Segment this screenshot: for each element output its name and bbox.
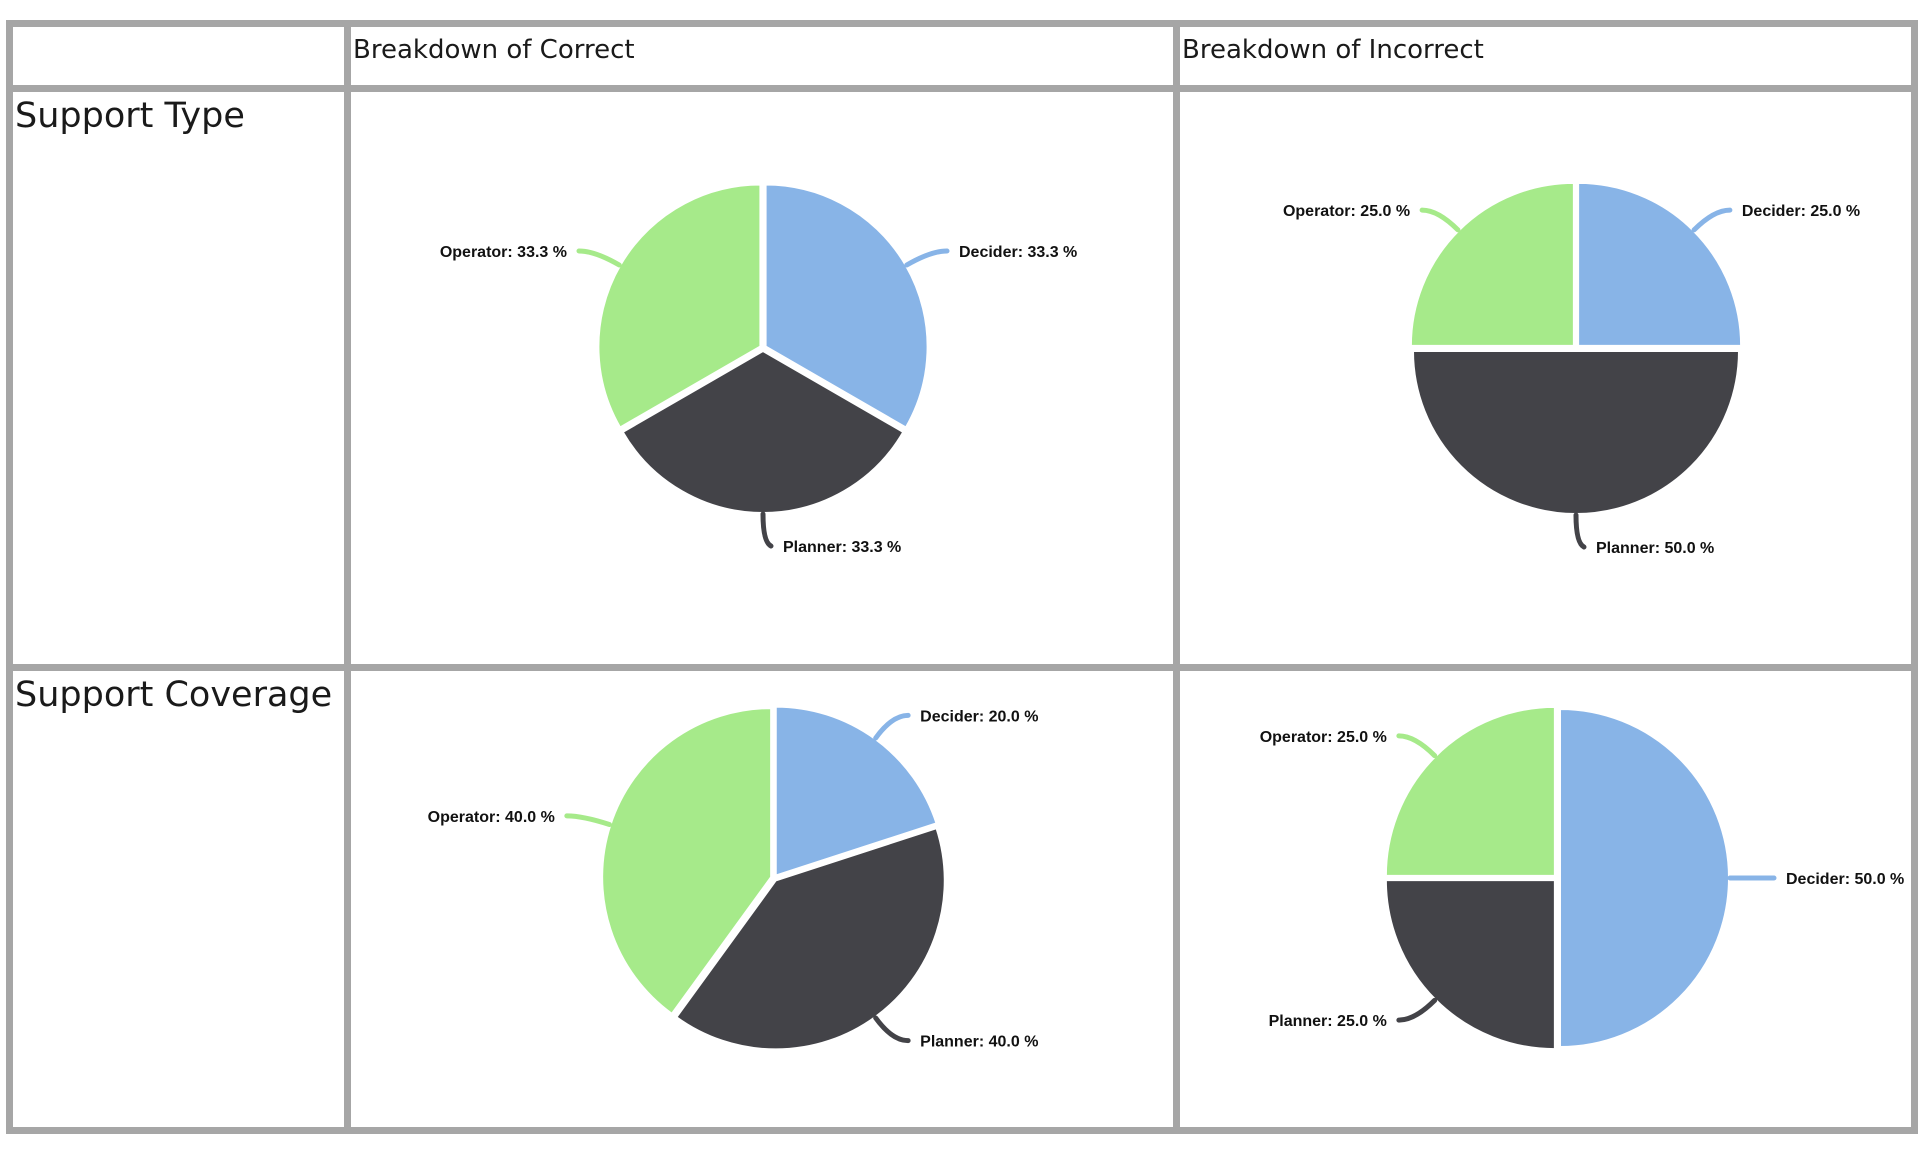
- pie-label-decider: Decider: 50.0 %: [1786, 871, 1904, 888]
- connector-line-planner: [1573, 512, 1587, 550]
- pie-cell-support-type-incorrect: Decider: 25.0 % Planner: 50.0 % Operator: …: [1180, 92, 1911, 664]
- pie-slice-decider[interactable]: [1559, 707, 1730, 1049]
- connector-line-operator: [1419, 207, 1461, 233]
- pie-cell-support-coverage-correct: Decider: 20.0 % Planner: 40.0 % Operator: …: [351, 671, 1173, 1127]
- pie-slice-operator[interactable]: [1409, 181, 1575, 347]
- row-header-support-type: Support Type: [13, 92, 344, 664]
- connector-line-decider: [904, 248, 950, 268]
- connector-line-operator: [576, 248, 622, 268]
- column-header-incorrect: Breakdown of Incorrect: [1180, 27, 1911, 85]
- pie-slice-operator[interactable]: [1384, 705, 1556, 877]
- pie-slice-planner[interactable]: [1411, 350, 1741, 515]
- connector-line-operator: [564, 813, 612, 828]
- pie-label-decider: Decider: 20.0 %: [920, 708, 1038, 725]
- row-header-support-coverage: Support Coverage: [13, 671, 344, 1127]
- pie-slice-planner[interactable]: [1384, 879, 1556, 1051]
- pie-label-decider: Decider: 25.0 %: [1742, 203, 1860, 220]
- connector-line-decider: [873, 712, 911, 741]
- column-header-correct: Breakdown of Correct: [351, 27, 1173, 85]
- pie-label-operator: Operator: 25.0 %: [1260, 729, 1387, 746]
- pie-label-operator: Operator: 33.3 %: [440, 244, 567, 261]
- pie-cell-support-coverage-incorrect: Decider: 50.0 % Planner: 25.0 % Operator: …: [1180, 671, 1911, 1127]
- pie-cell-support-type-correct: Decider: 33.3 % Planner: 33.3 % Operator: …: [351, 92, 1173, 664]
- pie-chart-support-type-incorrect: Decider: 25.0 % Planner: 50.0 % Operator: …: [1283, 181, 1860, 557]
- connector-line-operator: [1396, 733, 1438, 759]
- pie-label-operator: Operator: 25.0 %: [1283, 203, 1410, 220]
- connector-line-planner: [873, 1015, 911, 1044]
- connector-line-decider: [1691, 207, 1733, 233]
- pie-label-planner: Planner: 40.0 %: [920, 1034, 1038, 1051]
- pie-label-planner: Planner: 33.3 %: [783, 539, 901, 556]
- connector-line-planner: [1396, 997, 1438, 1023]
- pie-label-operator: Operator: 40.0 %: [428, 809, 555, 826]
- corner-cell: [13, 27, 344, 85]
- pie-chart-support-coverage-incorrect: Decider: 50.0 % Planner: 25.0 % Operator: …: [1260, 705, 1904, 1051]
- pie-label-decider: Decider: 33.3 %: [959, 244, 1077, 261]
- pie-slice-decider[interactable]: [1577, 181, 1743, 347]
- pie-label-planner: Planner: 25.0 %: [1269, 1013, 1387, 1030]
- pie-chart-support-type-correct: Decider: 33.3 % Planner: 33.3 % Operator: …: [440, 183, 1077, 556]
- pie-label-planner: Planner: 50.0 %: [1596, 540, 1714, 557]
- pie-chart-support-coverage-correct: Decider: 20.0 % Planner: 40.0 % Operator: …: [428, 705, 1038, 1051]
- results-table: Breakdown of Correct Breakdown of Incorr…: [6, 20, 1918, 1134]
- connector-line-planner: [760, 511, 774, 549]
